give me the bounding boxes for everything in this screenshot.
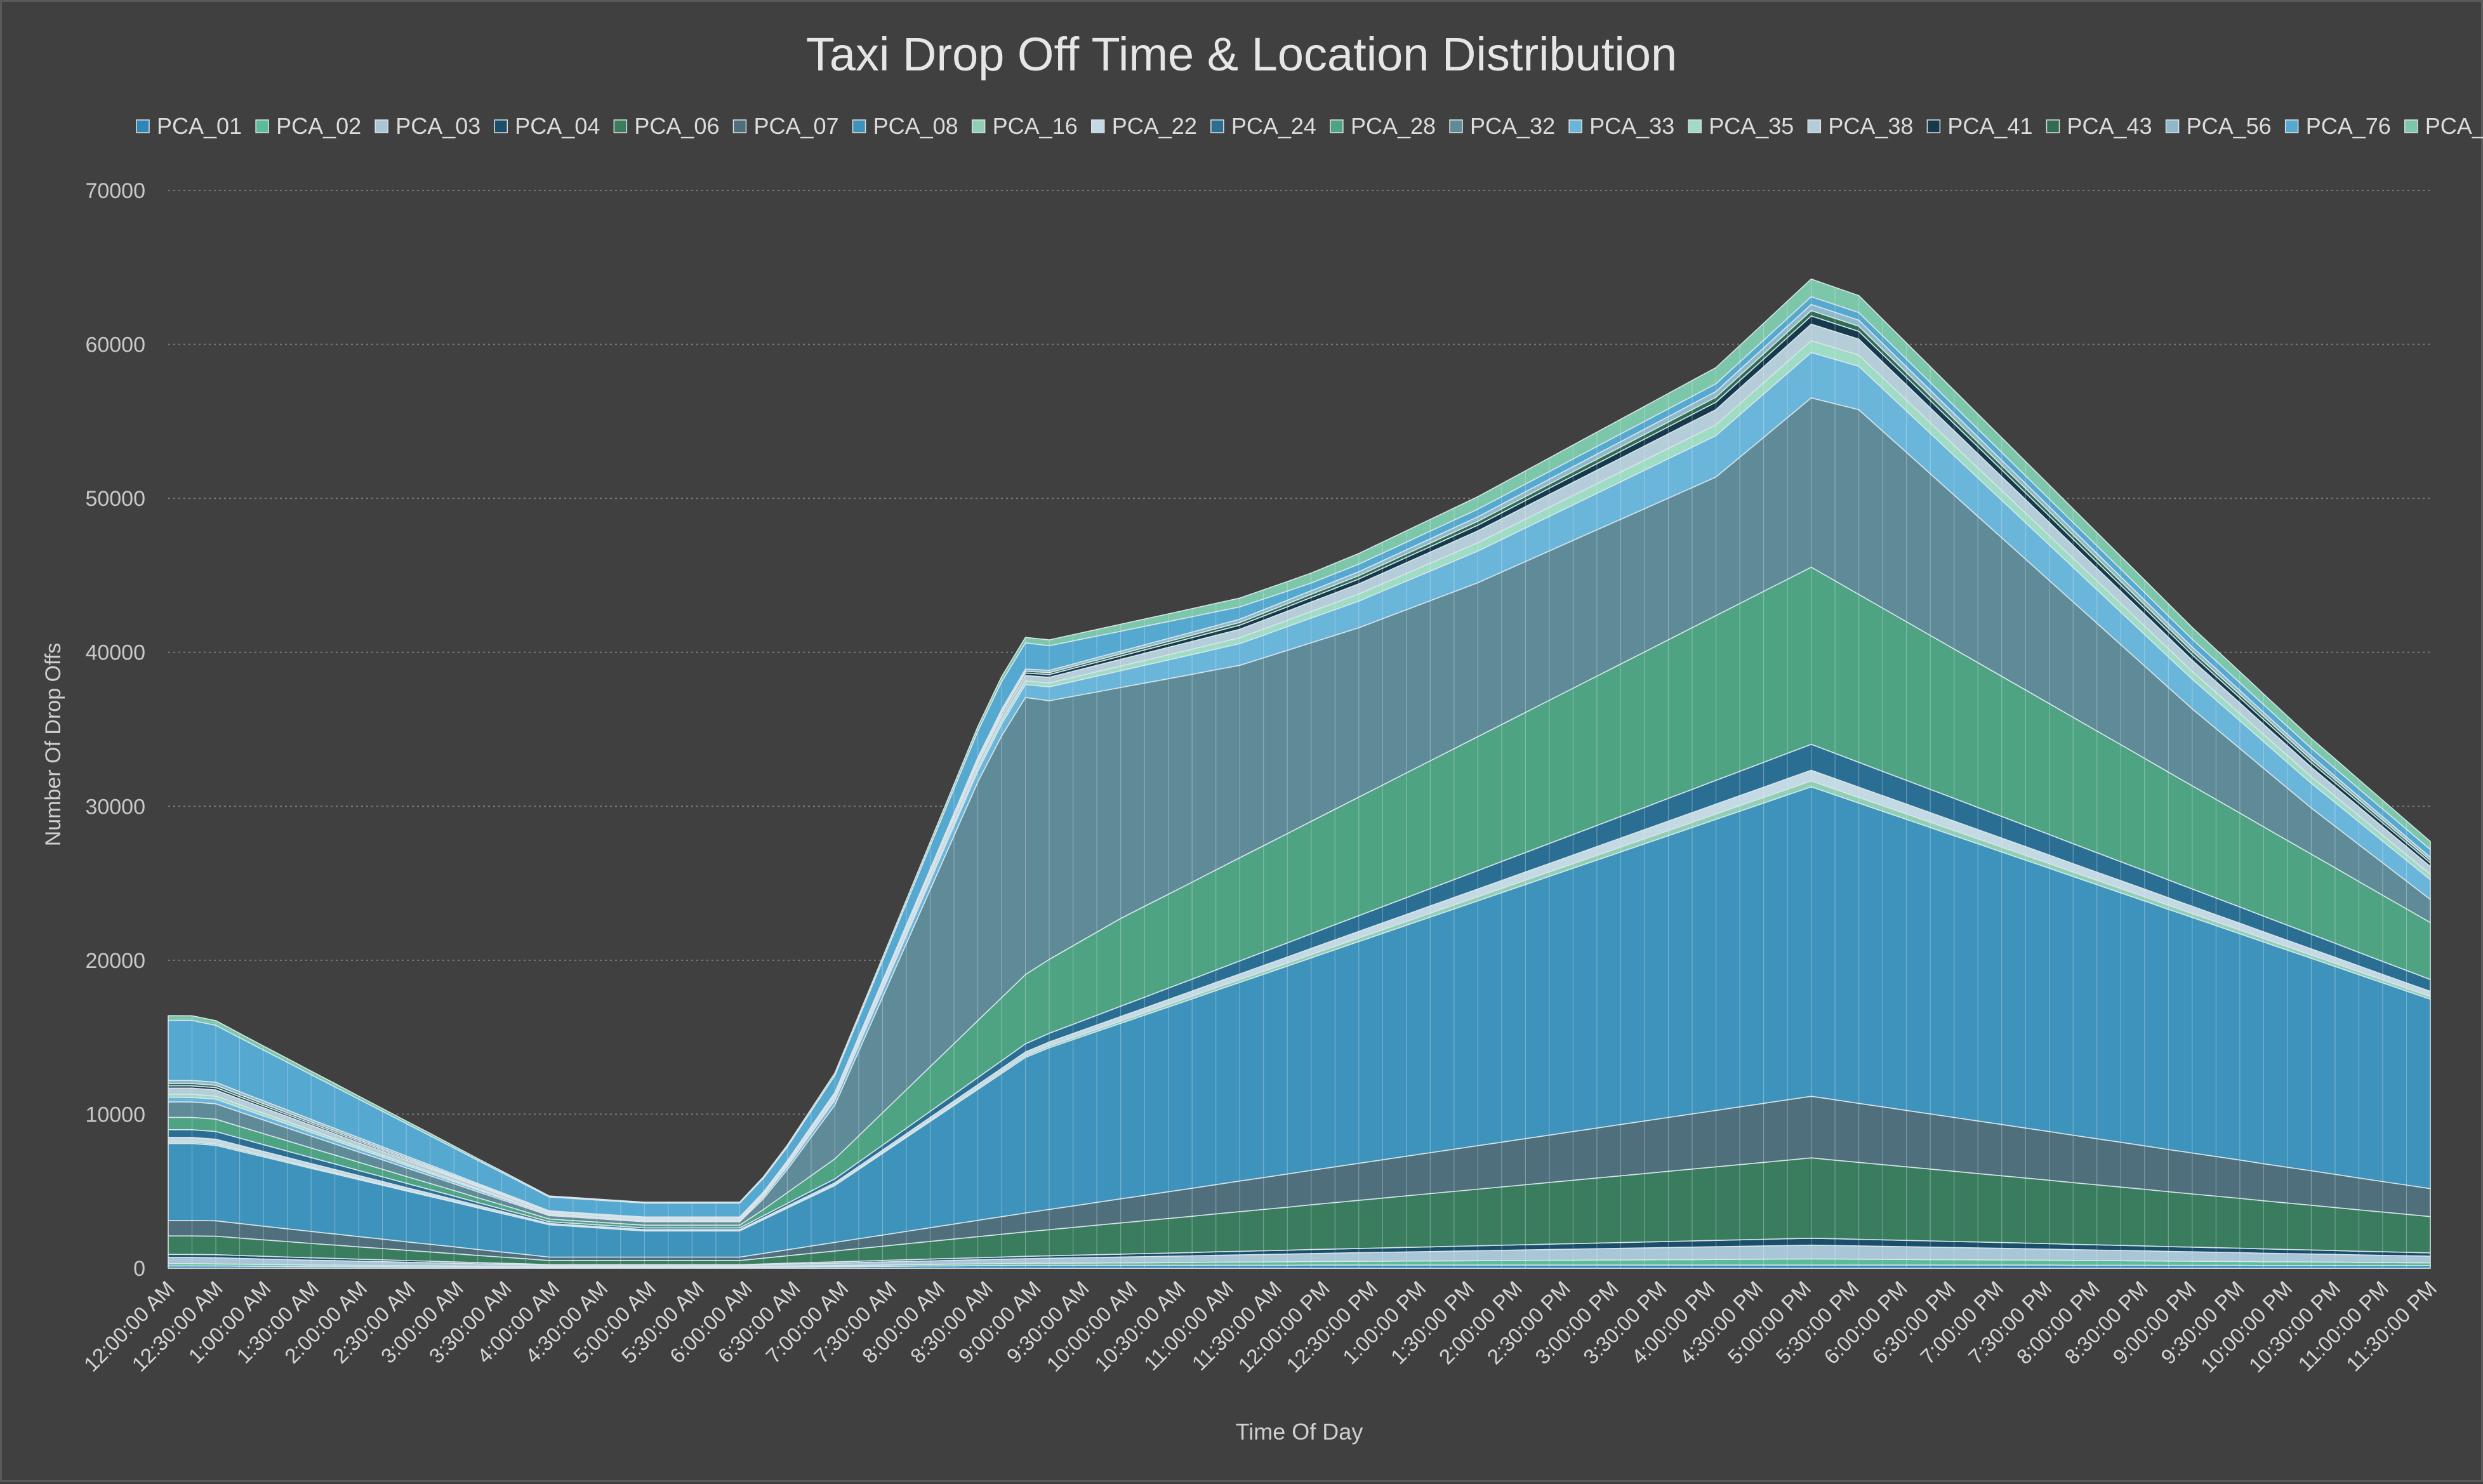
legend-swatch — [136, 119, 150, 133]
legend-label: PCA_16 — [993, 113, 1078, 139]
legend-label: PCA_01 — [157, 113, 242, 139]
legend-label: PCA_38 — [1828, 113, 1913, 139]
legend-swatch — [1688, 119, 1702, 133]
legend-label: PCA_06 — [634, 113, 719, 139]
legend-swatch — [1568, 119, 1582, 133]
y-tick-label: 10000 — [85, 1103, 145, 1127]
legend-label: PCA_77 — [2425, 113, 2483, 139]
legend: PCA_01 PCA_02 PCA_03 PCA_04 PCA_06 PCA_07 PCA_… — [136, 113, 2483, 139]
legend-item-pca-43: PCA_43 — [2046, 113, 2152, 139]
legend-label: PCA_56 — [2187, 113, 2272, 139]
legend-item-pca-22: PCA_22 — [1091, 113, 1197, 139]
legend-label: PCA_43 — [2067, 113, 2152, 139]
legend-swatch — [374, 119, 388, 133]
legend-swatch — [852, 119, 866, 133]
legend-label: PCA_33 — [1589, 113, 1674, 139]
legend-label: PCA_28 — [1351, 113, 1436, 139]
legend-label: PCA_22 — [1112, 113, 1197, 139]
legend-swatch — [1210, 119, 1224, 133]
legend-label: PCA_35 — [1709, 113, 1794, 139]
legend-item-pca-56: PCA_56 — [2165, 113, 2272, 139]
legend-swatch — [732, 119, 747, 133]
y-tick-label: 40000 — [85, 641, 145, 665]
legend-swatch — [1091, 119, 1105, 133]
y-tick-label: 50000 — [85, 487, 145, 511]
legend-item-pca-07: PCA_07 — [732, 113, 839, 139]
legend-swatch — [2046, 119, 2060, 133]
legend-item-pca-77: PCA_77 — [2404, 113, 2483, 139]
legend-label: PCA_32 — [1470, 113, 1555, 139]
y-tick-label: 0 — [133, 1257, 145, 1281]
legend-item-pca-16: PCA_16 — [971, 113, 1078, 139]
legend-swatch — [613, 119, 628, 133]
legend-item-pca-28: PCA_28 — [1330, 113, 1436, 139]
legend-item-pca-02: PCA_02 — [255, 113, 361, 139]
legend-swatch — [2404, 119, 2418, 133]
legend-label: PCA_76 — [2306, 113, 2391, 139]
legend-swatch — [1926, 119, 1941, 133]
legend-item-pca-41: PCA_41 — [1926, 113, 2033, 139]
y-tick-label: 70000 — [85, 179, 145, 203]
y-tick-label: 20000 — [85, 949, 145, 973]
legend-item-pca-04: PCA_04 — [494, 113, 600, 139]
x-axis-label: Time Of Day — [1236, 1419, 1363, 1445]
legend-item-pca-08: PCA_08 — [852, 113, 958, 139]
area-pca-77 — [168, 278, 2431, 1204]
legend-item-pca-03: PCA_03 — [374, 113, 480, 139]
legend-swatch — [2284, 119, 2299, 133]
y-axis-label: Number Of Drop Offs — [41, 643, 65, 847]
legend-label: PCA_24 — [1231, 113, 1316, 139]
legend-label: PCA_04 — [515, 113, 600, 139]
legend-label: PCA_41 — [1947, 113, 2032, 139]
legend-label: PCA_03 — [395, 113, 480, 139]
y-tick-label: 30000 — [85, 795, 145, 819]
legend-label: PCA_07 — [753, 113, 838, 139]
legend-item-pca-24: PCA_24 — [1210, 113, 1316, 139]
legend-item-pca-33: PCA_33 — [1568, 113, 1674, 139]
legend-item-pca-38: PCA_38 — [1807, 113, 1913, 139]
legend-label: PCA_02 — [276, 113, 361, 139]
legend-swatch — [971, 119, 986, 133]
legend-item-pca-76: PCA_76 — [2284, 113, 2391, 139]
y-tick-label: 60000 — [85, 333, 145, 357]
legend-swatch — [1807, 119, 1822, 133]
y-axis-ticks: 0 10000 20000 30000 40000 50000 60000 70000 — [85, 179, 145, 1281]
legend-swatch — [2165, 119, 2180, 133]
legend-item-pca-01: PCA_01 — [136, 113, 242, 139]
legend-label: PCA_08 — [873, 113, 958, 139]
legend-item-pca-06: PCA_06 — [613, 113, 719, 139]
legend-item-pca-35: PCA_35 — [1688, 113, 1794, 139]
legend-item-pca-32: PCA_32 — [1449, 113, 1555, 139]
legend-swatch — [255, 119, 269, 133]
area-series-group — [168, 278, 2431, 1269]
legend-swatch — [494, 119, 508, 133]
time-slot-dividers — [191, 279, 2407, 1268]
legend-swatch — [1330, 119, 1344, 133]
chart-title: Taxi Drop Off Time & Location Distributi… — [805, 28, 1678, 81]
legend-swatch — [1449, 119, 1463, 133]
